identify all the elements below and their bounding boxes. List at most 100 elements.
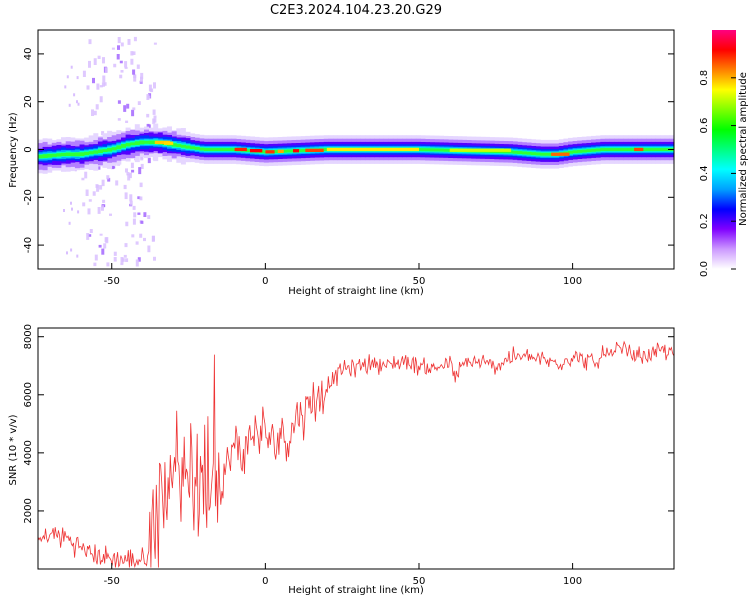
spectrogram-noise-cell <box>130 162 134 169</box>
spectrogram-noise-cell <box>64 85 67 89</box>
snr-y-tick-label: 8000 <box>23 324 34 349</box>
spectrogram-peak-cell <box>234 147 247 152</box>
spectrogram-noise-cell <box>124 66 128 69</box>
spectrogram-noise-cell <box>66 75 69 79</box>
spectrogram-noise-cell <box>150 88 154 93</box>
spectrogram-noise-cell <box>125 258 129 262</box>
spectrogram-noise-cell <box>148 84 152 92</box>
spectrogram-noise-cell <box>153 118 157 123</box>
snr-frame <box>37 327 675 570</box>
spectrogram-noise-cell <box>94 254 98 261</box>
spectrogram-band-cell <box>222 148 228 151</box>
spectrogram-y-tick-label: 40 <box>23 48 34 61</box>
colorbar-tick-label: 0.0 <box>699 261 710 277</box>
spectrogram-band-cell <box>604 148 610 151</box>
spectrogram-noise-cell <box>68 103 71 107</box>
spectrogram-band-cell <box>144 140 149 144</box>
spectrogram-band-cell <box>194 147 200 150</box>
spectrogram-noise-cell <box>93 110 97 116</box>
spectrogram-band-cell <box>111 147 117 151</box>
spectrogram-noise-cell <box>119 60 123 64</box>
spectrogram-band-cell <box>121 144 126 148</box>
spectrogram-noise-cell <box>85 189 89 196</box>
spectrogram-noise-cell <box>139 182 143 188</box>
spectrogram-noise-cell <box>137 101 141 105</box>
spectrogram-band-cell <box>540 152 546 156</box>
spectrogram-noise-cell <box>140 76 143 83</box>
spectrogram-noise-cell <box>123 254 127 258</box>
spectrogram-y-label: Frequency (Hz) <box>8 112 19 188</box>
spectrogram-noise-cell <box>82 70 86 77</box>
spectrogram-band-cell <box>245 149 251 152</box>
spectrogram-noise-cell <box>116 54 120 60</box>
spectrogram-noise-cell <box>131 234 135 238</box>
spectrogram-x-ticks: -50 0 50 100 <box>104 263 582 287</box>
spectrogram-band-cell <box>208 148 214 151</box>
spectrogram-band-cell <box>190 146 196 150</box>
spectrogram-band-cell <box>273 150 278 153</box>
spectrogram-noise-cell <box>113 257 117 262</box>
spectrogram-noise-cell <box>82 202 86 207</box>
spectrogram-noise-cell <box>93 262 97 267</box>
spectrogram-band-cell <box>660 148 666 151</box>
spectrogram-x-tick-label: 0 <box>262 276 268 287</box>
spectrogram-band-cell <box>664 148 670 151</box>
spectrogram-noise-cell <box>97 165 101 170</box>
spectrogram-peak-cell <box>164 141 174 145</box>
spectrogram-noise-cell <box>124 61 128 68</box>
spectrogram-noise-cell <box>70 248 73 252</box>
spectrogram-band-cell <box>286 149 292 153</box>
spectrogram-noise-cell <box>88 60 91 68</box>
spectrogram-band-cell <box>434 148 440 152</box>
spectrogram-y-tick-label: -20 <box>23 189 34 205</box>
spectrogram-noise-cell <box>132 218 136 225</box>
spectrogram-noise-cell <box>81 177 85 181</box>
spectrogram-band-cell <box>531 152 537 156</box>
spectrogram-noise-cell <box>127 174 131 181</box>
spectrogram-band-cell <box>107 148 113 152</box>
spectrogram-noise-cell <box>132 69 136 75</box>
spectrogram-noise-cell <box>147 245 151 253</box>
spectrogram-noise-cell <box>88 39 92 45</box>
snr-x-tick-label: 0 <box>262 576 268 587</box>
spectrogram-band-cell <box>618 148 624 151</box>
spectrogram-plot-area <box>38 36 675 267</box>
spectrogram-noise-cell <box>95 104 99 110</box>
spectrogram-noise-cell <box>152 109 156 115</box>
spectrogram-noise-cell <box>98 244 102 248</box>
spectrogram-y-tick-label: -40 <box>23 237 34 253</box>
spectrogram-noise-cell <box>109 213 112 216</box>
spectrogram-band-cell <box>231 148 237 151</box>
spectrogram-band-cell <box>125 142 131 147</box>
spectrogram-band-cell <box>595 148 601 152</box>
spectrogram-band-cell <box>655 148 661 151</box>
spectrogram-x-label: Height of straight line (km) <box>288 286 424 297</box>
spectrogram-band-cell <box>130 142 136 146</box>
spectrogram-band-cell <box>517 151 523 154</box>
spectrogram-peak-cell <box>634 147 644 152</box>
spectrogram-band-cell <box>134 141 140 145</box>
spectrogram-noise-cell <box>125 221 129 227</box>
spectrogram-noise-cell <box>125 120 129 123</box>
spectrogram-noise-cell <box>76 76 79 80</box>
spectrogram-noise-cell <box>135 259 139 267</box>
spectrogram-band-cell <box>180 144 186 148</box>
spectrogram-band-cell <box>521 151 527 155</box>
spectrogram-noise-cell <box>140 163 144 169</box>
spectrogram-noise-cell <box>139 233 143 238</box>
spectrogram-noise-cell <box>71 207 73 211</box>
spectrogram-noise-cell <box>103 82 107 86</box>
spectrogram-peak-cell <box>265 150 275 154</box>
spectrogram-noise-cell <box>77 102 80 106</box>
spectrogram-band-cell <box>51 153 57 157</box>
spectrogram-noise-cell <box>86 85 90 90</box>
spectrogram-noise-cell <box>111 47 115 50</box>
spectrogram-noise-cell <box>143 212 147 217</box>
spectrogram-band-cell <box>535 152 541 156</box>
colorbar-label: Normalized spectral amplitude <box>738 72 749 226</box>
spectrogram-noise-cell <box>117 100 121 104</box>
spectrogram-noise-cell <box>117 45 120 50</box>
spectrogram-band-cell <box>213 148 219 151</box>
spectrogram-noise-cell <box>126 103 130 109</box>
